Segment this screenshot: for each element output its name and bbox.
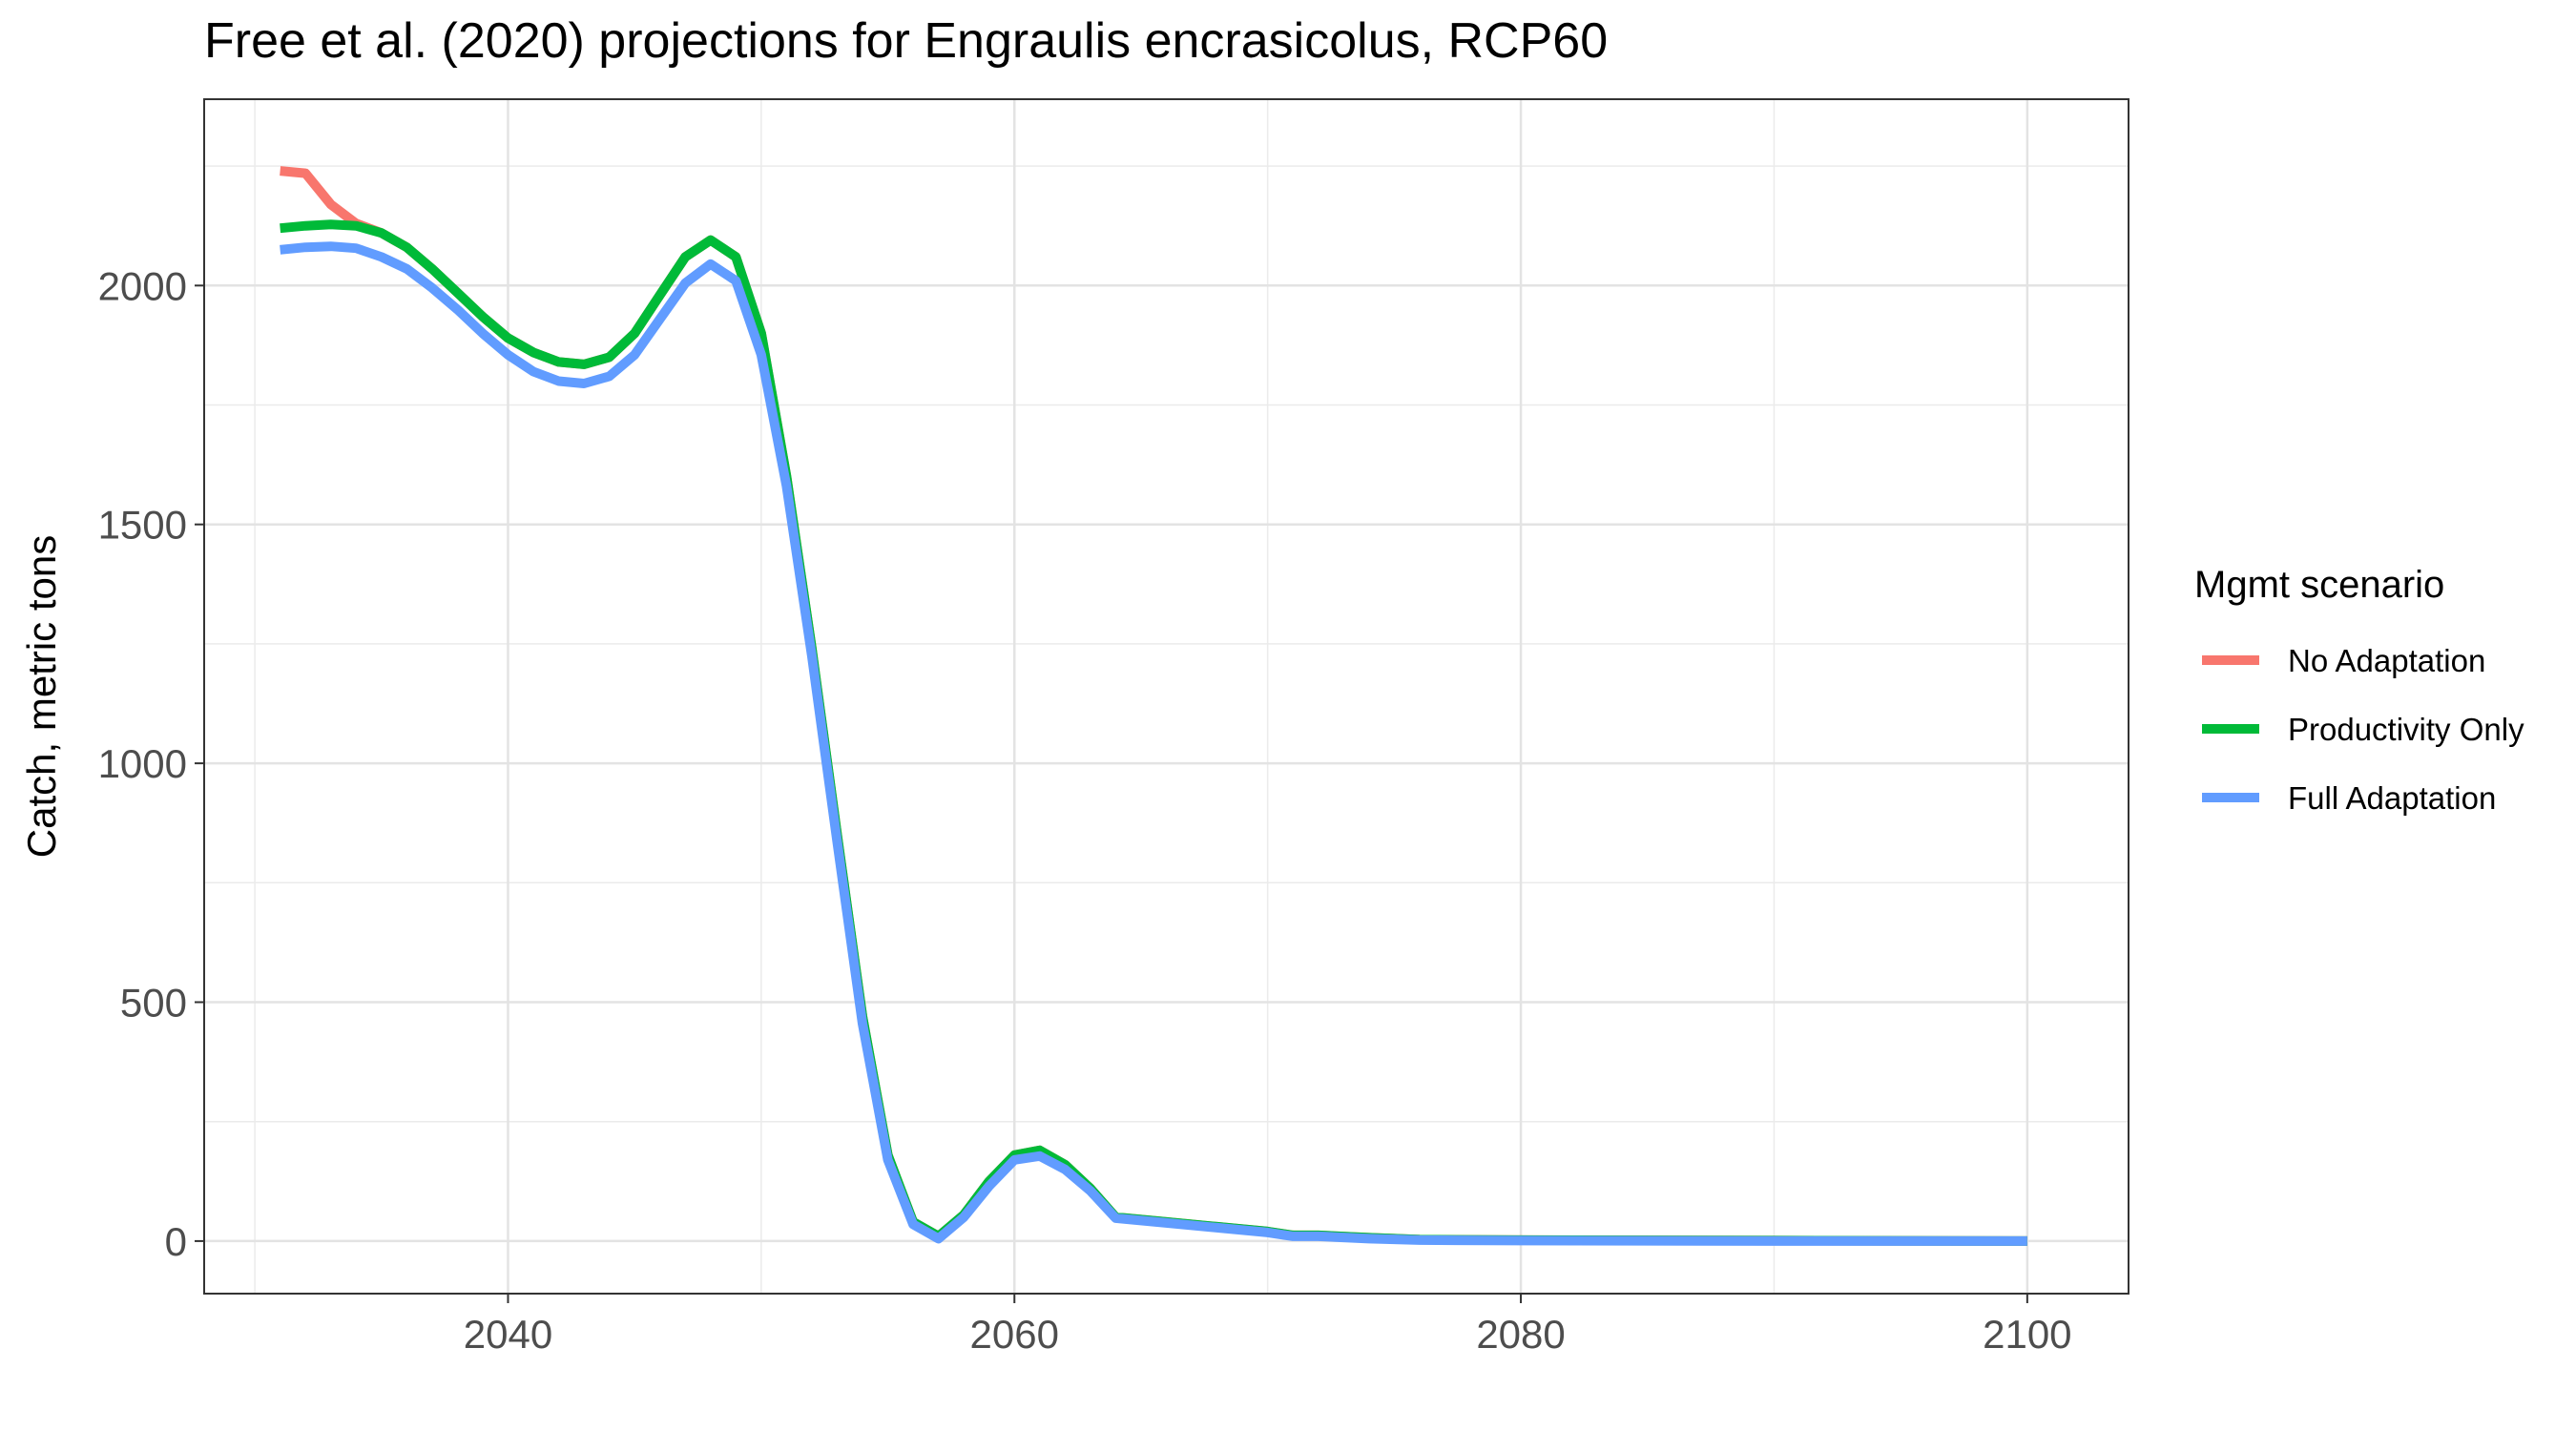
x-tick-label: 2080 [1476, 1312, 1565, 1357]
legend-items: No Adaptation Productivity Only Full Adapt… [2202, 643, 2524, 816]
x-tick-label: 2040 [464, 1312, 552, 1357]
plot-background [204, 99, 2129, 1294]
minor-gridlines [204, 99, 2129, 1294]
y-tick-label: 1000 [98, 741, 187, 786]
plot-border [203, 98, 2129, 1295]
major-gridlines [204, 99, 2129, 1294]
y-tick-label: 2000 [98, 263, 187, 308]
series-line-full-adaptation [280, 241, 2027, 1246]
series-lines [280, 166, 2027, 1246]
x-axis: 2040 2060 2080 2100 [464, 1294, 2072, 1357]
legend-label-no-adaptation: No Adaptation [2288, 643, 2485, 678]
chart-title: Free et al. (2020) projections for Engra… [204, 13, 1608, 69]
legend-title: Mgmt scenario [2194, 564, 2444, 606]
y-axis: 0 500 1000 1500 2000 [98, 263, 204, 1264]
x-tick-label: 2100 [1983, 1312, 2071, 1357]
plot-area [203, 98, 2129, 1295]
legend: Mgmt scenario No Adaptation Productivity … [2194, 564, 2524, 816]
y-tick-label: 1500 [98, 503, 187, 548]
y-axis-label: Catch, metric tons [19, 535, 64, 858]
legend-label-full-adaptation: Full Adaptation [2288, 780, 2496, 816]
legend-label-productivity-only: Productivity Only [2288, 712, 2524, 747]
y-tick-label: 500 [120, 981, 187, 1026]
x-tick-label: 2060 [970, 1312, 1059, 1357]
y-tick-label: 0 [165, 1219, 187, 1264]
